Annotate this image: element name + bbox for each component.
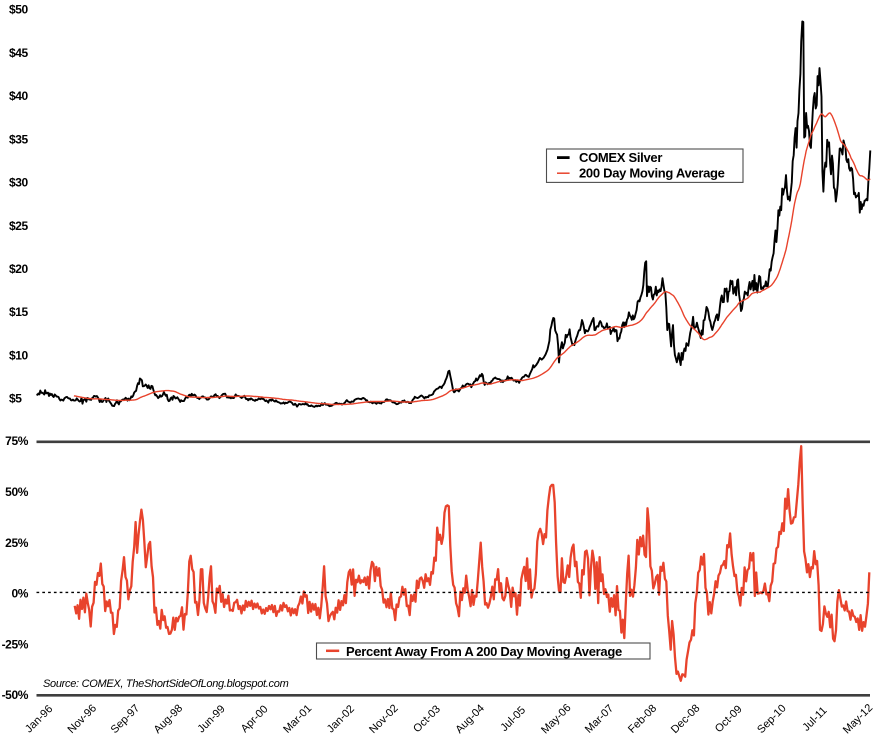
svg-text:$10: $10 [9,348,29,362]
svg-text:Percent Away From A 200 Day Mo: Percent Away From A 200 Day Moving Avera… [346,644,622,659]
svg-text:200 Day Moving Average: 200 Day Moving Average [579,165,725,180]
svg-text:$30: $30 [9,176,29,190]
svg-text:25%: 25% [5,536,29,550]
svg-text:$40: $40 [9,89,29,103]
svg-text:50%: 50% [5,485,29,499]
svg-text:$35: $35 [9,132,29,146]
svg-text:Source: COMEX, TheShortSideOfL: Source: COMEX, TheShortSideOfLong.blogsp… [43,678,289,690]
svg-text:$50: $50 [9,3,29,17]
svg-text:$15: $15 [9,305,29,319]
svg-text:$45: $45 [9,46,29,60]
svg-text:$25: $25 [9,219,29,233]
svg-text:0%: 0% [11,587,28,601]
svg-text:COMEX Silver: COMEX Silver [579,150,662,165]
svg-text:-50%: -50% [2,688,29,702]
svg-text:-25%: -25% [2,637,29,651]
svg-text:$5: $5 [9,392,22,406]
svg-text:$20: $20 [9,262,29,276]
svg-text:75%: 75% [5,434,29,448]
